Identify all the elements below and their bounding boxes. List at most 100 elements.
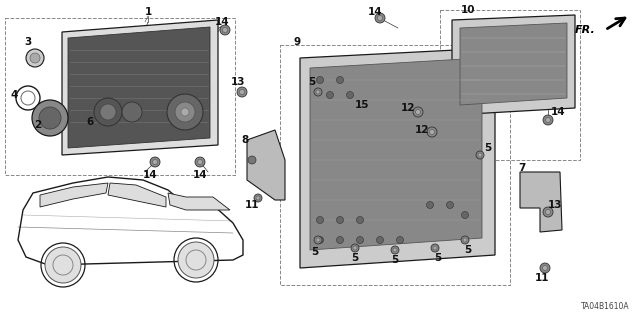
Circle shape — [32, 100, 68, 136]
Circle shape — [39, 107, 61, 129]
Text: 1: 1 — [145, 7, 152, 17]
Circle shape — [545, 210, 550, 214]
Text: 13: 13 — [548, 200, 563, 210]
Text: 5: 5 — [351, 253, 358, 263]
Circle shape — [254, 194, 262, 202]
Circle shape — [337, 236, 344, 243]
Circle shape — [545, 117, 550, 122]
Text: 12: 12 — [401, 103, 415, 113]
Circle shape — [167, 94, 203, 130]
Circle shape — [543, 115, 553, 125]
Circle shape — [353, 246, 357, 250]
Text: 2: 2 — [35, 120, 42, 130]
Circle shape — [239, 90, 244, 94]
Circle shape — [317, 77, 323, 84]
Circle shape — [248, 156, 256, 164]
Circle shape — [378, 16, 383, 20]
Text: 14: 14 — [193, 170, 207, 180]
Circle shape — [427, 127, 437, 137]
Text: 7: 7 — [518, 163, 525, 173]
Circle shape — [356, 217, 364, 224]
Circle shape — [431, 244, 439, 252]
Circle shape — [429, 130, 435, 135]
Text: 11: 11 — [244, 200, 259, 210]
Polygon shape — [62, 20, 218, 155]
Text: 13: 13 — [231, 77, 245, 87]
Circle shape — [426, 202, 433, 209]
Text: 5: 5 — [392, 255, 399, 265]
Circle shape — [376, 236, 383, 243]
Circle shape — [337, 77, 344, 84]
Circle shape — [346, 92, 353, 99]
Circle shape — [393, 248, 397, 252]
Circle shape — [223, 27, 227, 33]
Text: 5: 5 — [435, 253, 442, 263]
Text: 11: 11 — [535, 273, 549, 283]
Text: 8: 8 — [241, 135, 248, 145]
Text: 12: 12 — [415, 125, 429, 135]
Circle shape — [391, 246, 399, 254]
Circle shape — [413, 107, 423, 117]
Circle shape — [237, 87, 247, 97]
Circle shape — [178, 242, 214, 278]
Circle shape — [543, 207, 553, 217]
Polygon shape — [300, 48, 495, 268]
Circle shape — [478, 153, 482, 157]
Circle shape — [316, 238, 320, 242]
Text: 3: 3 — [24, 37, 31, 47]
Circle shape — [198, 160, 202, 165]
Text: 15: 15 — [355, 100, 369, 110]
Text: 5: 5 — [465, 245, 472, 255]
Circle shape — [461, 236, 469, 244]
Circle shape — [461, 211, 468, 219]
Text: 10: 10 — [461, 5, 476, 15]
Text: 4: 4 — [10, 90, 18, 100]
Circle shape — [375, 13, 385, 23]
Text: 5: 5 — [312, 247, 319, 257]
Text: 5: 5 — [484, 143, 492, 153]
Circle shape — [100, 104, 116, 120]
Text: 5: 5 — [308, 77, 316, 87]
Circle shape — [317, 236, 323, 243]
Circle shape — [122, 102, 142, 122]
Circle shape — [150, 157, 160, 167]
Polygon shape — [310, 58, 482, 250]
Text: 14: 14 — [550, 107, 565, 117]
Circle shape — [94, 98, 122, 126]
Circle shape — [314, 236, 322, 244]
Polygon shape — [452, 15, 575, 115]
Polygon shape — [460, 23, 567, 105]
Circle shape — [316, 90, 320, 94]
Polygon shape — [520, 172, 562, 232]
Circle shape — [415, 109, 420, 115]
Circle shape — [152, 160, 157, 165]
Circle shape — [337, 217, 344, 224]
Circle shape — [181, 108, 189, 116]
Circle shape — [195, 157, 205, 167]
Text: FR.: FR. — [575, 25, 596, 35]
Circle shape — [447, 202, 454, 209]
Circle shape — [45, 247, 81, 283]
Polygon shape — [68, 27, 210, 148]
Polygon shape — [247, 130, 285, 200]
Circle shape — [175, 102, 195, 122]
Text: 14: 14 — [143, 170, 157, 180]
Circle shape — [543, 265, 547, 271]
Circle shape — [26, 49, 44, 67]
Circle shape — [326, 92, 333, 99]
Text: 14: 14 — [368, 7, 382, 17]
Circle shape — [220, 25, 230, 35]
Circle shape — [317, 217, 323, 224]
Circle shape — [397, 236, 403, 243]
Circle shape — [30, 53, 40, 63]
Circle shape — [256, 196, 260, 200]
Circle shape — [351, 244, 359, 252]
Polygon shape — [168, 193, 230, 210]
Circle shape — [540, 263, 550, 273]
Circle shape — [356, 236, 364, 243]
Text: 14: 14 — [214, 17, 229, 27]
Circle shape — [433, 246, 437, 250]
Polygon shape — [108, 183, 166, 207]
Circle shape — [476, 151, 484, 159]
Text: TA04B1610A: TA04B1610A — [581, 302, 630, 311]
